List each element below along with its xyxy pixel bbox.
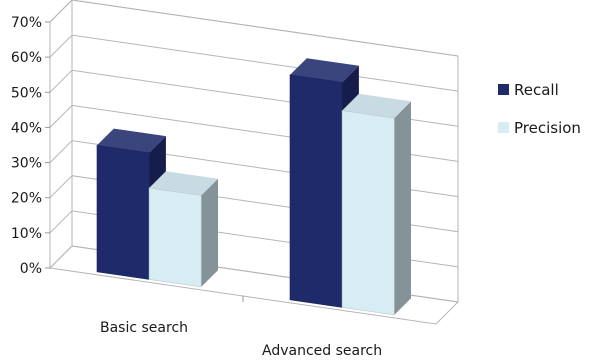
category-label-basic-search: Basic search bbox=[100, 320, 188, 336]
y-tick-label: 40% bbox=[11, 120, 42, 136]
bar-side bbox=[394, 101, 411, 315]
bar-front bbox=[96, 144, 150, 280]
bar-side bbox=[201, 178, 218, 287]
y-axis-ticks: 0% 10% 20% 30% 40% 50% 60% 70% bbox=[11, 15, 42, 277]
bar-top bbox=[290, 58, 359, 83]
bar-top bbox=[97, 128, 166, 153]
gridline bbox=[49, 0, 459, 57]
y-tick-label: 60% bbox=[11, 50, 42, 66]
legend-label-precision: Precision bbox=[514, 119, 581, 137]
bar-top bbox=[149, 171, 218, 196]
y-tick-label: 20% bbox=[11, 191, 42, 207]
category-labels: Basic search Advanced search bbox=[100, 320, 382, 359]
y-tick-label: 0% bbox=[20, 261, 42, 277]
bar-front bbox=[289, 74, 343, 308]
bar-top bbox=[342, 93, 411, 119]
legend-swatch-recall bbox=[498, 84, 509, 95]
y-tick-label: 50% bbox=[11, 85, 42, 101]
legend: Recall Precision bbox=[498, 81, 581, 137]
bar-front bbox=[341, 110, 395, 316]
bar-precision-basic-search bbox=[148, 171, 218, 288]
legend-swatch-precision bbox=[498, 122, 509, 133]
side-wall bbox=[49, 0, 73, 270]
category-label-advanced-search: Advanced search bbox=[262, 343, 382, 359]
bar-precision-advanced-search bbox=[341, 93, 411, 316]
bar-front bbox=[148, 187, 202, 288]
y-tick-label: 10% bbox=[11, 226, 42, 242]
y-tick-label: 30% bbox=[11, 156, 42, 172]
legend-label-recall: Recall bbox=[514, 81, 559, 99]
bars bbox=[96, 58, 411, 316]
y-tick-label: 70% bbox=[11, 15, 42, 31]
